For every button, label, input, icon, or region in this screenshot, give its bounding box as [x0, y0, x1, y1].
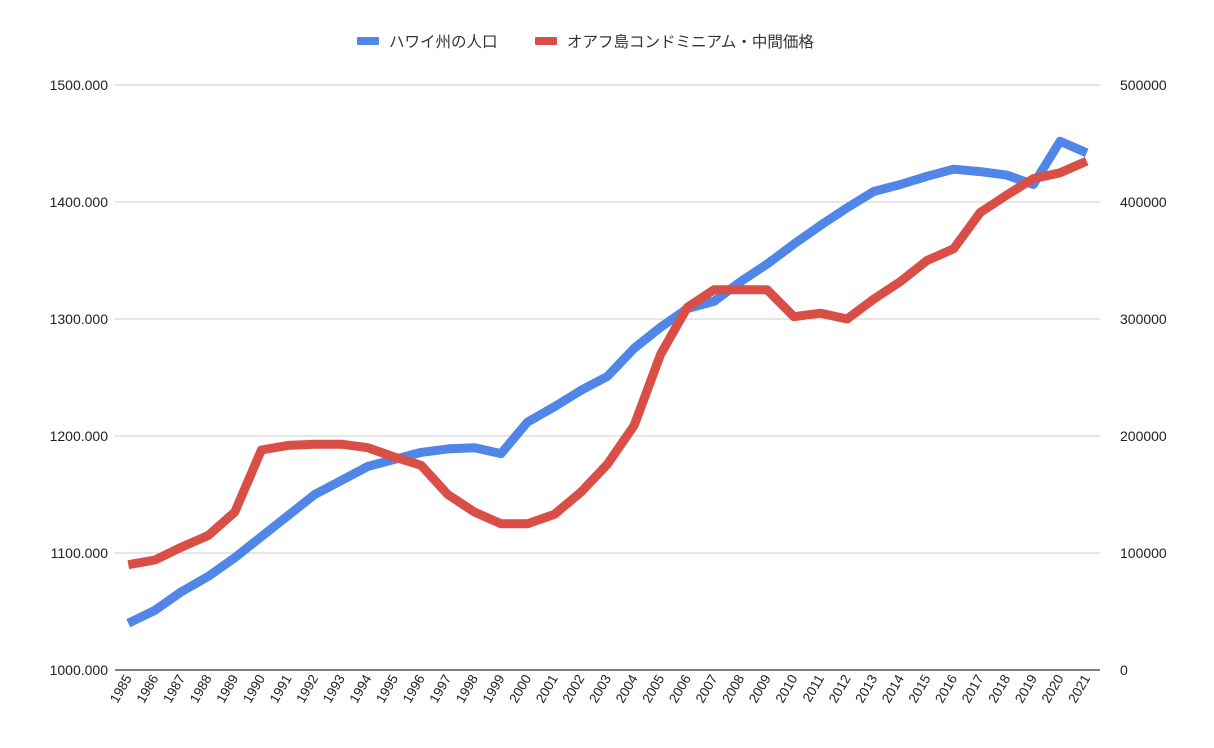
legend-label: ハワイ州の人口: [389, 33, 498, 51]
right-y-axis: 0 100000 200000 300000 400000 500000: [1120, 77, 1167, 678]
x-tick-label: 2005: [639, 672, 667, 706]
x-tick-label: 2018: [985, 672, 1013, 706]
x-tick-label: 2000: [506, 672, 534, 706]
x-tick-label: 1998: [453, 672, 481, 706]
x-tick-label: 2011: [800, 672, 828, 705]
legend-item-1[interactable]: ハワイ州の人口: [357, 33, 498, 51]
right-y-tick-label: 400000: [1120, 194, 1167, 210]
x-tick-label: 1992: [293, 672, 321, 706]
x-tick-label: 2010: [772, 672, 800, 706]
x-tick-label: 2007: [693, 672, 721, 706]
right-y-tick-label: 300000: [1120, 311, 1167, 327]
x-axis: 1985198619871988198919901991199219931994…: [107, 672, 1093, 706]
x-tick-label: 1989: [213, 672, 241, 706]
x-tick-label: 1988: [187, 672, 215, 706]
series-line-1: [126, 136, 1089, 628]
legend-swatch: [357, 37, 379, 45]
x-tick-label: 1996: [400, 672, 428, 706]
x-tick-label: 2013: [852, 672, 880, 706]
legend-item-2[interactable]: オアフ島コンドミニアム・中間価格: [535, 33, 814, 51]
x-tick-label: 2014: [879, 672, 907, 706]
legend[interactable]: ハワイ州の人口 オアフ島コンドミニアム・中間価格: [357, 33, 814, 51]
left-y-tick-label: 1000.000: [50, 662, 109, 678]
x-tick-label: 1997: [426, 672, 454, 706]
left-y-tick-label: 1400.000: [50, 194, 109, 210]
x-tick-label: 1995: [373, 672, 401, 706]
x-tick-label: 1991: [267, 672, 295, 706]
x-tick-label: 2012: [826, 672, 854, 706]
right-y-tick-label: 500000: [1120, 77, 1167, 93]
left-y-axis: 1000.000 1100.000 1200.000 1300.000 1400.000…: [50, 77, 109, 678]
right-y-tick-label: 0: [1120, 662, 1128, 678]
right-y-tick-label: 100000: [1120, 545, 1167, 561]
x-tick-label: 2017: [959, 672, 987, 706]
x-tick-label: 2008: [719, 672, 747, 706]
x-tick-label: 1986: [134, 672, 162, 706]
x-tick-label: 1985: [107, 672, 135, 706]
legend-label: オアフ島コンドミニアム・中間価格: [567, 33, 814, 51]
x-tick-label: 2002: [559, 672, 587, 706]
x-tick-label: 1987: [160, 672, 188, 706]
x-tick-label: 1993: [320, 672, 348, 706]
x-tick-label: 2019: [1012, 672, 1040, 706]
legend-swatch: [535, 37, 557, 45]
x-tick-label: 2020: [1039, 672, 1067, 706]
left-y-tick-label: 1100.000: [51, 545, 109, 561]
x-tick-label: 2003: [586, 672, 614, 706]
x-tick-label: 2009: [746, 672, 774, 706]
x-tick-label: 1994: [346, 672, 374, 706]
x-tick-label: 2016: [932, 672, 960, 706]
x-tick-label: 2015: [906, 672, 934, 706]
left-y-tick-label: 1300.000: [50, 311, 109, 327]
x-tick-label: 2001: [533, 672, 561, 706]
right-y-tick-label: 200000: [1120, 428, 1167, 444]
series-line-2: [127, 156, 1089, 570]
left-y-tick-label: 1500.000: [50, 77, 109, 93]
series-lines: [126, 136, 1089, 628]
x-tick-label: 2021: [1065, 672, 1093, 706]
x-tick-label: 1999: [480, 672, 508, 706]
x-tick-label: 1990: [240, 672, 268, 706]
x-tick-label: 2006: [666, 672, 694, 706]
gridlines: [115, 84, 1100, 671]
left-y-tick-label: 1200.000: [50, 428, 109, 444]
x-tick-label: 2004: [613, 672, 641, 706]
